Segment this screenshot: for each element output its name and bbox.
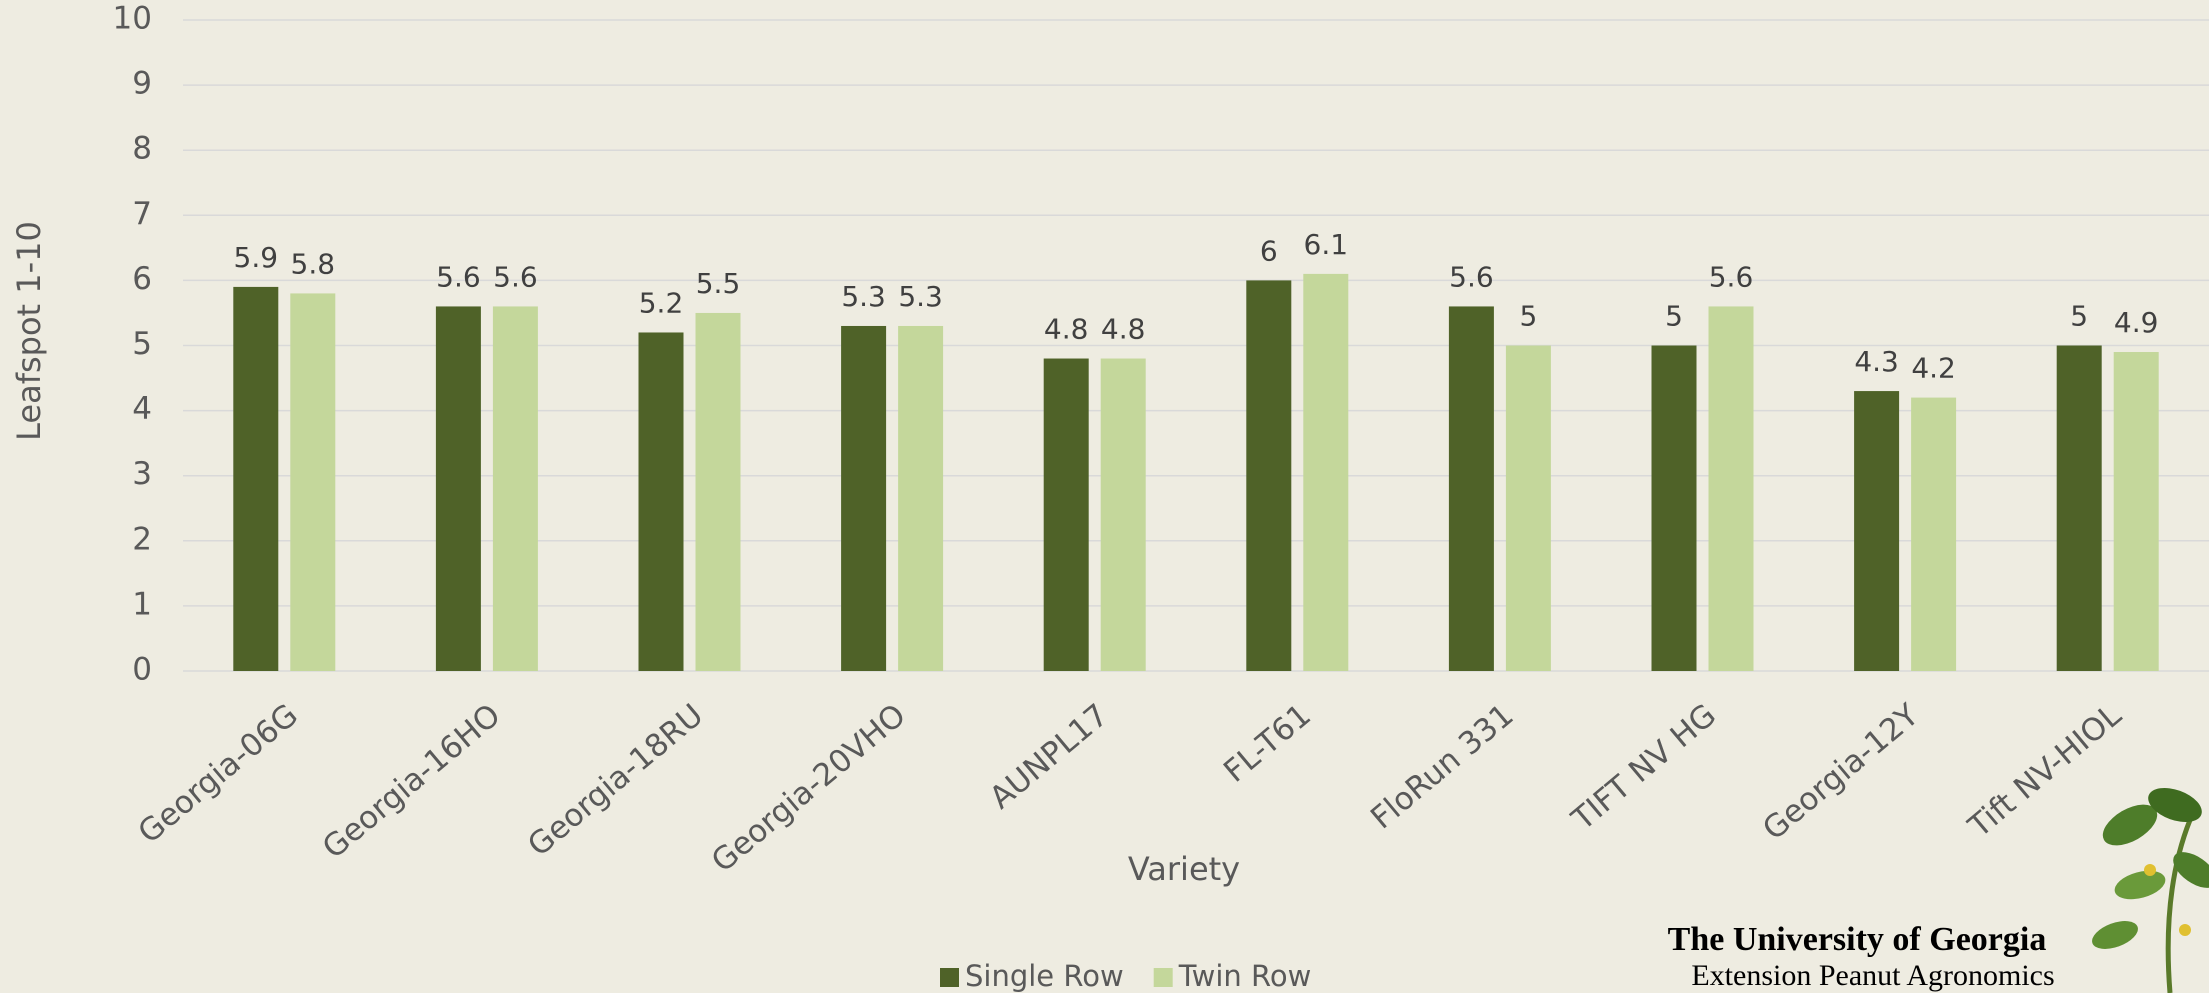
bar — [1448, 306, 1494, 671]
bar — [1911, 397, 1957, 671]
bar — [1708, 306, 1754, 671]
bar — [638, 332, 684, 671]
data-label: 5 — [1519, 300, 1537, 333]
bar — [1246, 280, 1292, 671]
data-label: 6 — [1260, 234, 1278, 267]
y-tick-label: 10 — [113, 1, 152, 37]
data-label: 5.3 — [898, 280, 943, 313]
y-tick-label: 4 — [132, 391, 152, 427]
data-label: 5.6 — [436, 260, 481, 293]
data-label: 5 — [2070, 300, 2088, 333]
legend-swatch — [1153, 968, 1173, 987]
y-tick-label: 2 — [132, 521, 152, 557]
data-label: 4.3 — [1854, 345, 1899, 378]
data-label: 4.2 — [1911, 352, 1956, 385]
y-tick-label: 8 — [132, 131, 152, 167]
data-label: 5.6 — [493, 260, 538, 293]
y-tick-label: 7 — [132, 196, 152, 232]
footer-subtitle: Extension Peanut Agronomics — [1691, 959, 2054, 992]
data-label: 4.8 — [1044, 313, 1089, 346]
bar — [2056, 345, 2102, 671]
data-label: 6.1 — [1304, 228, 1349, 261]
data-label: 5 — [1665, 300, 1683, 333]
y-tick-label: 3 — [132, 456, 152, 492]
bar — [233, 286, 279, 671]
data-label: 5.9 — [234, 241, 279, 274]
data-label: 4.9 — [2114, 306, 2159, 339]
bar — [841, 325, 887, 671]
bar — [695, 312, 741, 671]
bar — [898, 325, 944, 671]
footer-title: The University of Georgia — [1668, 921, 2047, 958]
plant-decoration — [2092, 787, 2209, 993]
bar — [1100, 358, 1146, 671]
data-label: 5.8 — [291, 247, 336, 280]
x-axis-title: Variety — [1128, 850, 1240, 888]
y-axis-title: Leafspot 1-10 — [10, 221, 48, 441]
bar — [1651, 345, 1697, 671]
data-label: 5.6 — [1449, 260, 1494, 293]
y-tick-label: 5 — [132, 326, 152, 362]
bar — [1303, 273, 1349, 671]
bar — [2113, 352, 2159, 671]
y-tick-label: 6 — [132, 261, 152, 297]
data-label: 5.6 — [1709, 260, 1754, 293]
legend-label: Twin Row — [1178, 959, 1312, 993]
data-label: 5.2 — [639, 286, 684, 319]
y-tick-label: 1 — [132, 586, 152, 622]
data-label: 4.8 — [1101, 313, 1146, 346]
legend-label: Single Row — [965, 959, 1124, 993]
legend-swatch — [940, 968, 959, 987]
bar — [435, 306, 481, 671]
bar — [1505, 345, 1551, 671]
bar — [492, 306, 538, 671]
data-label: 5.3 — [841, 280, 886, 313]
y-tick-label: 0 — [132, 652, 152, 688]
bar — [290, 293, 336, 671]
y-tick-label: 9 — [132, 66, 152, 102]
data-label: 5.5 — [696, 267, 741, 300]
bar — [1854, 391, 1900, 671]
bar — [1043, 358, 1089, 671]
